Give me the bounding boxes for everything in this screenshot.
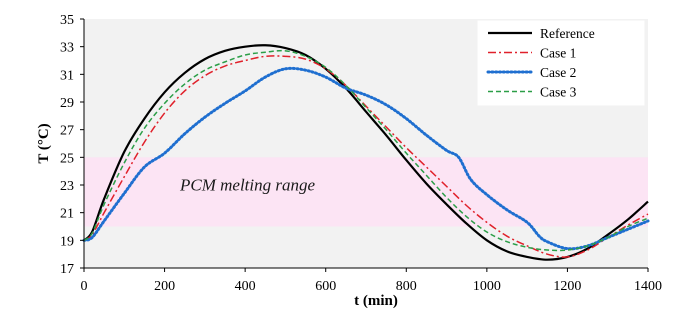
series-line-case-1 xyxy=(83,55,649,258)
y-tick-label: 23 xyxy=(60,179,74,194)
y-tick-label: 33 xyxy=(60,41,74,56)
legend-label: Case 2 xyxy=(540,65,576,80)
axes xyxy=(80,18,649,272)
legend-label: Case 3 xyxy=(540,85,577,100)
x-tick-label: 400 xyxy=(235,279,256,294)
y-tick-label: 21 xyxy=(60,207,74,222)
x-tick-label: 0 xyxy=(81,279,88,294)
x-tick-labels: 0 200 400 600 800 1000 1200 1400 xyxy=(81,279,663,294)
pcm-melting-band xyxy=(84,157,648,227)
x-tick-label: 1200 xyxy=(553,279,581,294)
legend-label: Case 1 xyxy=(540,46,576,61)
series-line-case-3 xyxy=(83,49,649,252)
x-tick-label: 800 xyxy=(396,279,417,294)
x-tick-label: 1000 xyxy=(473,279,501,294)
y-tick-label: 27 xyxy=(60,124,74,139)
series-line-reference xyxy=(83,44,649,261)
y-axis-label: T (°C) xyxy=(36,123,52,163)
y-tick-label: 19 xyxy=(60,234,74,249)
y-tick-label: 31 xyxy=(60,68,74,83)
x-tick-label: 200 xyxy=(154,279,175,294)
y-tick-labels: 17 19 21 23 25 27 29 31 33 35 xyxy=(60,13,74,277)
legend-label: Reference xyxy=(540,26,595,41)
series-line-case-2 xyxy=(82,66,650,251)
x-tick-label: 600 xyxy=(315,279,336,294)
band-label: PCM melting range xyxy=(179,176,315,195)
y-tick-label: 17 xyxy=(60,262,74,277)
x-axis-label: t (min) xyxy=(354,293,398,309)
legend: Reference Case 1 Case 2 Case 3 xyxy=(477,20,645,106)
x-tick-label: 1400 xyxy=(634,279,662,294)
y-tick-label: 29 xyxy=(60,96,74,111)
y-tick-label: 25 xyxy=(60,151,74,166)
series-layer xyxy=(82,44,650,261)
y-tick-label: 35 xyxy=(60,13,74,28)
